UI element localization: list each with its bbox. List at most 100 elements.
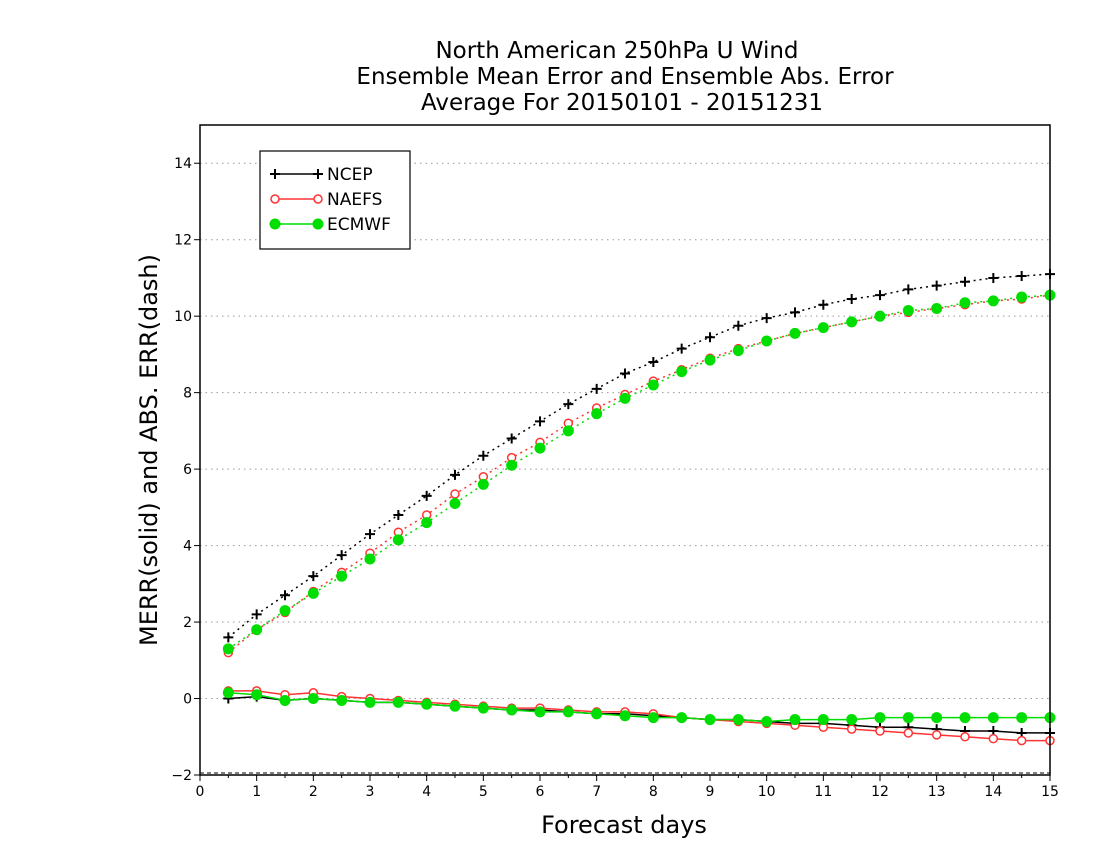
abs-err-point-ecmwf: [931, 303, 943, 315]
chart-title-line-2: Ensemble Mean Error and Ensemble Abs. Er…: [356, 64, 894, 90]
chart-title: North American 250hPa U Wind Ensemble Me…: [356, 38, 894, 116]
abs-err-point-ecmwf: [1016, 291, 1028, 303]
mean-err-point-ecmwf: [506, 704, 518, 716]
abs-err-point-ncep: [450, 469, 460, 480]
legend-marker-ecmwf: [312, 218, 324, 230]
mean-err-point-ecmwf: [336, 694, 348, 706]
y-tick-label: 6: [183, 462, 192, 478]
mean-err-point-ecmwf: [477, 702, 489, 714]
abs-err-point-ecmwf: [902, 304, 914, 316]
mean-err-line-ncep: [228, 695, 1050, 734]
abs-err-point-ncep: [336, 550, 347, 561]
y-tick-label: −2: [171, 768, 192, 784]
abs-err-point-ncep: [620, 368, 630, 379]
mean-err-point-ecmwf: [222, 687, 234, 699]
abs-err-point-ecmwf: [421, 517, 433, 529]
abs-err-point-ncep: [705, 332, 715, 343]
legend-marker-ecmwf: [269, 218, 281, 230]
abs-err-point-ecmwf: [222, 643, 234, 655]
abs-err-point-ncep: [733, 320, 744, 331]
mean-err-point-ecmwf: [704, 714, 716, 726]
abs-err-point-ecmwf: [392, 534, 404, 546]
mean-err-point-ecmwf: [279, 694, 291, 706]
abs-err-point-ncep: [818, 299, 829, 310]
abs-err-point-ncep: [365, 529, 375, 540]
x-tick-label: 4: [422, 784, 431, 800]
mean-err-point-ecmwf: [959, 712, 971, 724]
abs-err-point-ecmwf: [959, 297, 971, 309]
abs-err-point-ecmwf: [506, 459, 518, 471]
legend-marker-naefs: [313, 194, 323, 204]
y-tick-label: 4: [183, 539, 192, 555]
x-tick-label: 0: [196, 784, 205, 800]
mean-err-point-naefs: [960, 732, 970, 742]
abs-err-point-ecmwf: [732, 345, 744, 357]
mean-err-point-naefs: [846, 724, 857, 734]
y-tick-label: 8: [183, 386, 192, 402]
mean-err-point-ecmwf: [534, 706, 546, 718]
abs-err-point-ecmwf: [817, 322, 829, 334]
mean-err-point-ecmwf: [676, 712, 688, 724]
abs-err-point-ncep: [223, 632, 234, 643]
mean-err-point-ecmwf: [902, 712, 914, 724]
mean-err-point-ecmwf: [987, 712, 999, 724]
abs-err-point-ncep: [790, 307, 800, 318]
x-tick-label: 13: [928, 784, 946, 800]
mean-err-point-ecmwf: [761, 715, 773, 727]
abs-err-point-ncep: [846, 293, 857, 304]
series-ncep: [223, 269, 1055, 738]
mean-err-point-naefs: [1016, 735, 1027, 746]
abs-err-point-ecmwf: [874, 310, 886, 322]
abs-err-point-ecmwf: [591, 408, 603, 420]
legend-marker-naefs: [270, 194, 280, 204]
abs-err-point-ecmwf: [251, 624, 263, 636]
mean-err-point-ecmwf: [874, 712, 886, 724]
x-tick-label: 15: [1041, 784, 1059, 800]
mean-err-point-ecmwf: [732, 714, 744, 726]
x-tick-label: 11: [814, 784, 832, 800]
mean-err-point-ecmwf: [789, 714, 801, 726]
mean-err-point-naefs: [875, 726, 885, 736]
abs-err-point-ecmwf: [449, 498, 461, 510]
abs-err-point-ncep: [903, 284, 914, 295]
legend-label-naefs: NAEFS: [327, 190, 382, 210]
legend-entry-naefs: NAEFS: [270, 190, 382, 210]
mean-err-point-ecmwf: [619, 710, 631, 722]
mean-err-point-naefs: [988, 733, 999, 744]
mean-err-point-ecmwf: [591, 708, 603, 720]
abs-err-point-ecmwf: [307, 587, 319, 599]
abs-err-point-ncep: [875, 290, 885, 301]
y-axis-label: MERR(solid) and ABS. ERR(dash): [135, 254, 163, 646]
x-tick-label: 5: [479, 784, 488, 800]
y-tick-label: 10: [174, 309, 192, 325]
abs-err-line-naefs: [227, 294, 1051, 654]
y-tick-label: 12: [174, 233, 192, 249]
series-ecmwf: [222, 289, 1056, 727]
mean-err-point-ecmwf: [449, 700, 461, 712]
mean-err-point-naefs: [931, 730, 942, 740]
abs-err-point-ecmwf: [364, 553, 376, 565]
x-tick-label: 10: [758, 784, 776, 800]
abs-err-point-ncep: [676, 343, 687, 354]
abs-err-point-ecmwf: [676, 366, 688, 378]
legend-marker-ncep: [270, 169, 280, 179]
abs-err-point-ncep: [280, 590, 290, 601]
mean-err-point-ecmwf: [307, 693, 319, 705]
abs-err-point-ncep: [421, 490, 432, 501]
x-tick-label: 7: [592, 784, 601, 800]
abs-err-point-ncep: [251, 609, 262, 620]
mean-err-point-ecmwf: [931, 712, 943, 724]
series-naefs: [223, 290, 1055, 746]
abs-err-point-ecmwf: [789, 327, 801, 339]
abs-err-point-ncep: [535, 416, 545, 427]
mean-err-point-naefs: [903, 728, 914, 738]
abs-err-point-ecmwf: [562, 425, 574, 437]
mean-err-point-ecmwf: [392, 696, 404, 708]
mean-err-point-ecmwf: [364, 696, 376, 708]
abs-err-line-ncep: [227, 273, 1051, 638]
y-tick-label: 0: [183, 692, 192, 708]
x-tick-label: 14: [984, 784, 1002, 800]
abs-err-point-ncep: [506, 433, 517, 444]
x-tick-label: 2: [309, 784, 318, 800]
